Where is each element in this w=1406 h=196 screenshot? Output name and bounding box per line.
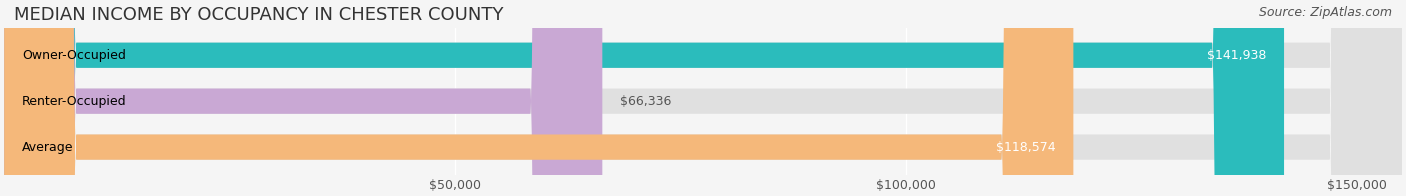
Text: Average: Average <box>22 141 73 154</box>
FancyBboxPatch shape <box>4 0 1284 196</box>
Text: $66,336: $66,336 <box>620 95 672 108</box>
Text: Renter-Occupied: Renter-Occupied <box>22 95 127 108</box>
FancyBboxPatch shape <box>4 0 602 196</box>
FancyBboxPatch shape <box>4 0 1073 196</box>
FancyBboxPatch shape <box>4 0 1402 196</box>
Text: Owner-Occupied: Owner-Occupied <box>22 49 127 62</box>
FancyBboxPatch shape <box>4 0 1402 196</box>
Text: MEDIAN INCOME BY OCCUPANCY IN CHESTER COUNTY: MEDIAN INCOME BY OCCUPANCY IN CHESTER CO… <box>14 6 503 24</box>
Text: $118,574: $118,574 <box>995 141 1056 154</box>
Text: Source: ZipAtlas.com: Source: ZipAtlas.com <box>1258 6 1392 19</box>
Text: $141,938: $141,938 <box>1206 49 1265 62</box>
FancyBboxPatch shape <box>4 0 1402 196</box>
